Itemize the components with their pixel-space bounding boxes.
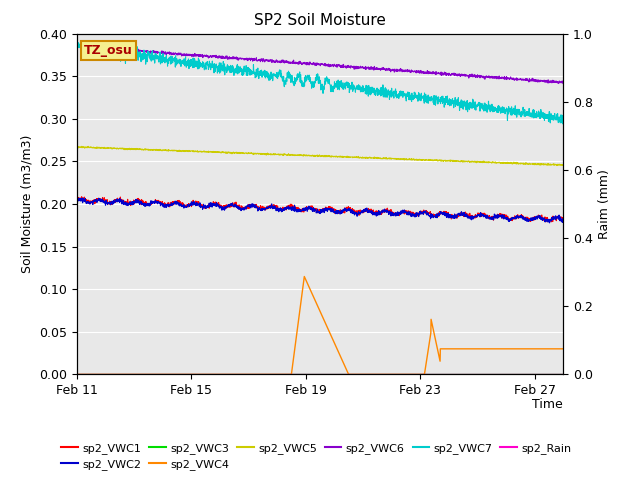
sp2_VWC6 <box>98 45 106 51</box>
sp2_VWC3 <box>73 372 81 377</box>
sp2_VWC5 <box>545 162 553 168</box>
sp2_VWC2 <box>456 211 464 217</box>
sp2_VWC7 <box>545 109 553 115</box>
Text: TZ_osu: TZ_osu <box>84 44 133 57</box>
Title: SP2 Soil Moisture: SP2 Soil Moisture <box>254 13 386 28</box>
sp2_VWC1 <box>297 206 305 212</box>
sp2_VWC5 <box>98 144 106 150</box>
sp2_VWC7 <box>98 52 106 58</box>
sp2_VWC1 <box>73 196 81 202</box>
sp2_VWC6 <box>545 80 553 85</box>
sp2_VWC7 <box>559 121 566 127</box>
sp2_Rain <box>456 372 463 377</box>
sp2_VWC2 <box>545 218 553 224</box>
sp2_VWC6 <box>73 44 81 50</box>
sp2_VWC1 <box>546 218 554 224</box>
Line: sp2_VWC6: sp2_VWC6 <box>77 45 563 84</box>
Line: sp2_VWC4: sp2_VWC4 <box>77 276 563 374</box>
sp2_VWC4 <box>545 346 553 352</box>
Text: Time: Time <box>532 398 563 411</box>
sp2_VWC3 <box>559 372 567 377</box>
sp2_VWC5 <box>553 163 561 168</box>
sp2_VWC7 <box>310 79 317 85</box>
sp2_VWC5 <box>310 154 317 159</box>
sp2_Rain <box>545 372 553 377</box>
sp2_VWC5 <box>73 144 81 150</box>
sp2_VWC3 <box>545 372 553 377</box>
sp2_VWC5 <box>559 163 567 168</box>
sp2_VWC7 <box>456 103 464 108</box>
Legend: sp2_VWC1, sp2_VWC2, sp2_VWC3, sp2_VWC4, sp2_VWC5, sp2_VWC6, sp2_VWC7, sp2_Rain: sp2_VWC1, sp2_VWC2, sp2_VWC3, sp2_VWC4, … <box>57 438 576 474</box>
sp2_VWC5 <box>78 144 86 149</box>
sp2_VWC2 <box>98 196 106 202</box>
Y-axis label: Soil Moisture (m3/m3): Soil Moisture (m3/m3) <box>20 135 33 273</box>
sp2_VWC2 <box>73 198 81 204</box>
sp2_VWC4 <box>310 294 317 300</box>
sp2_VWC1 <box>78 194 86 200</box>
sp2_VWC6 <box>310 60 317 66</box>
sp2_VWC4 <box>98 372 106 377</box>
sp2_VWC3 <box>545 372 553 377</box>
Line: sp2_VWC1: sp2_VWC1 <box>77 197 563 222</box>
sp2_VWC3 <box>98 372 106 377</box>
sp2_VWC2 <box>297 209 305 215</box>
sp2_VWC6 <box>545 78 553 84</box>
Line: sp2_VWC2: sp2_VWC2 <box>77 198 563 223</box>
sp2_VWC3 <box>310 372 317 377</box>
sp2_VWC3 <box>456 372 463 377</box>
sp2_Rain <box>545 372 553 377</box>
sp2_VWC1 <box>98 197 106 203</box>
sp2_Rain <box>310 372 317 377</box>
sp2_VWC1 <box>541 219 549 225</box>
sp2_VWC2 <box>310 205 317 211</box>
sp2_VWC5 <box>456 159 464 165</box>
sp2_VWC4 <box>296 303 304 309</box>
sp2_VWC1 <box>545 217 553 223</box>
sp2_Rain <box>98 372 106 377</box>
sp2_VWC5 <box>545 161 553 167</box>
sp2_VWC2 <box>79 195 87 201</box>
sp2_VWC6 <box>78 42 86 48</box>
sp2_VWC4 <box>300 274 308 279</box>
sp2_VWC4 <box>559 346 567 352</box>
sp2_VWC7 <box>297 72 305 78</box>
sp2_VWC2 <box>546 220 554 226</box>
sp2_VWC7 <box>73 44 81 49</box>
sp2_VWC1 <box>310 206 317 212</box>
sp2_VWC4 <box>73 372 81 377</box>
sp2_VWC4 <box>456 346 464 352</box>
sp2_VWC7 <box>559 114 567 120</box>
sp2_VWC1 <box>559 217 567 223</box>
sp2_VWC2 <box>559 217 567 223</box>
sp2_VWC6 <box>559 78 567 84</box>
sp2_VWC1 <box>456 211 464 217</box>
sp2_Rain <box>559 372 567 377</box>
sp2_VWC3 <box>296 372 304 377</box>
sp2_VWC2 <box>545 216 553 222</box>
sp2_Rain <box>73 372 81 377</box>
Line: sp2_VWC5: sp2_VWC5 <box>77 146 563 166</box>
Line: sp2_VWC7: sp2_VWC7 <box>77 42 563 124</box>
sp2_VWC6 <box>297 60 305 66</box>
sp2_VWC6 <box>554 81 562 86</box>
Y-axis label: Raim (mm): Raim (mm) <box>598 169 611 239</box>
sp2_VWC7 <box>545 108 553 114</box>
sp2_VWC6 <box>456 73 464 79</box>
sp2_VWC4 <box>545 346 553 352</box>
sp2_VWC7 <box>77 39 85 45</box>
sp2_VWC5 <box>297 152 305 157</box>
sp2_Rain <box>296 372 304 377</box>
